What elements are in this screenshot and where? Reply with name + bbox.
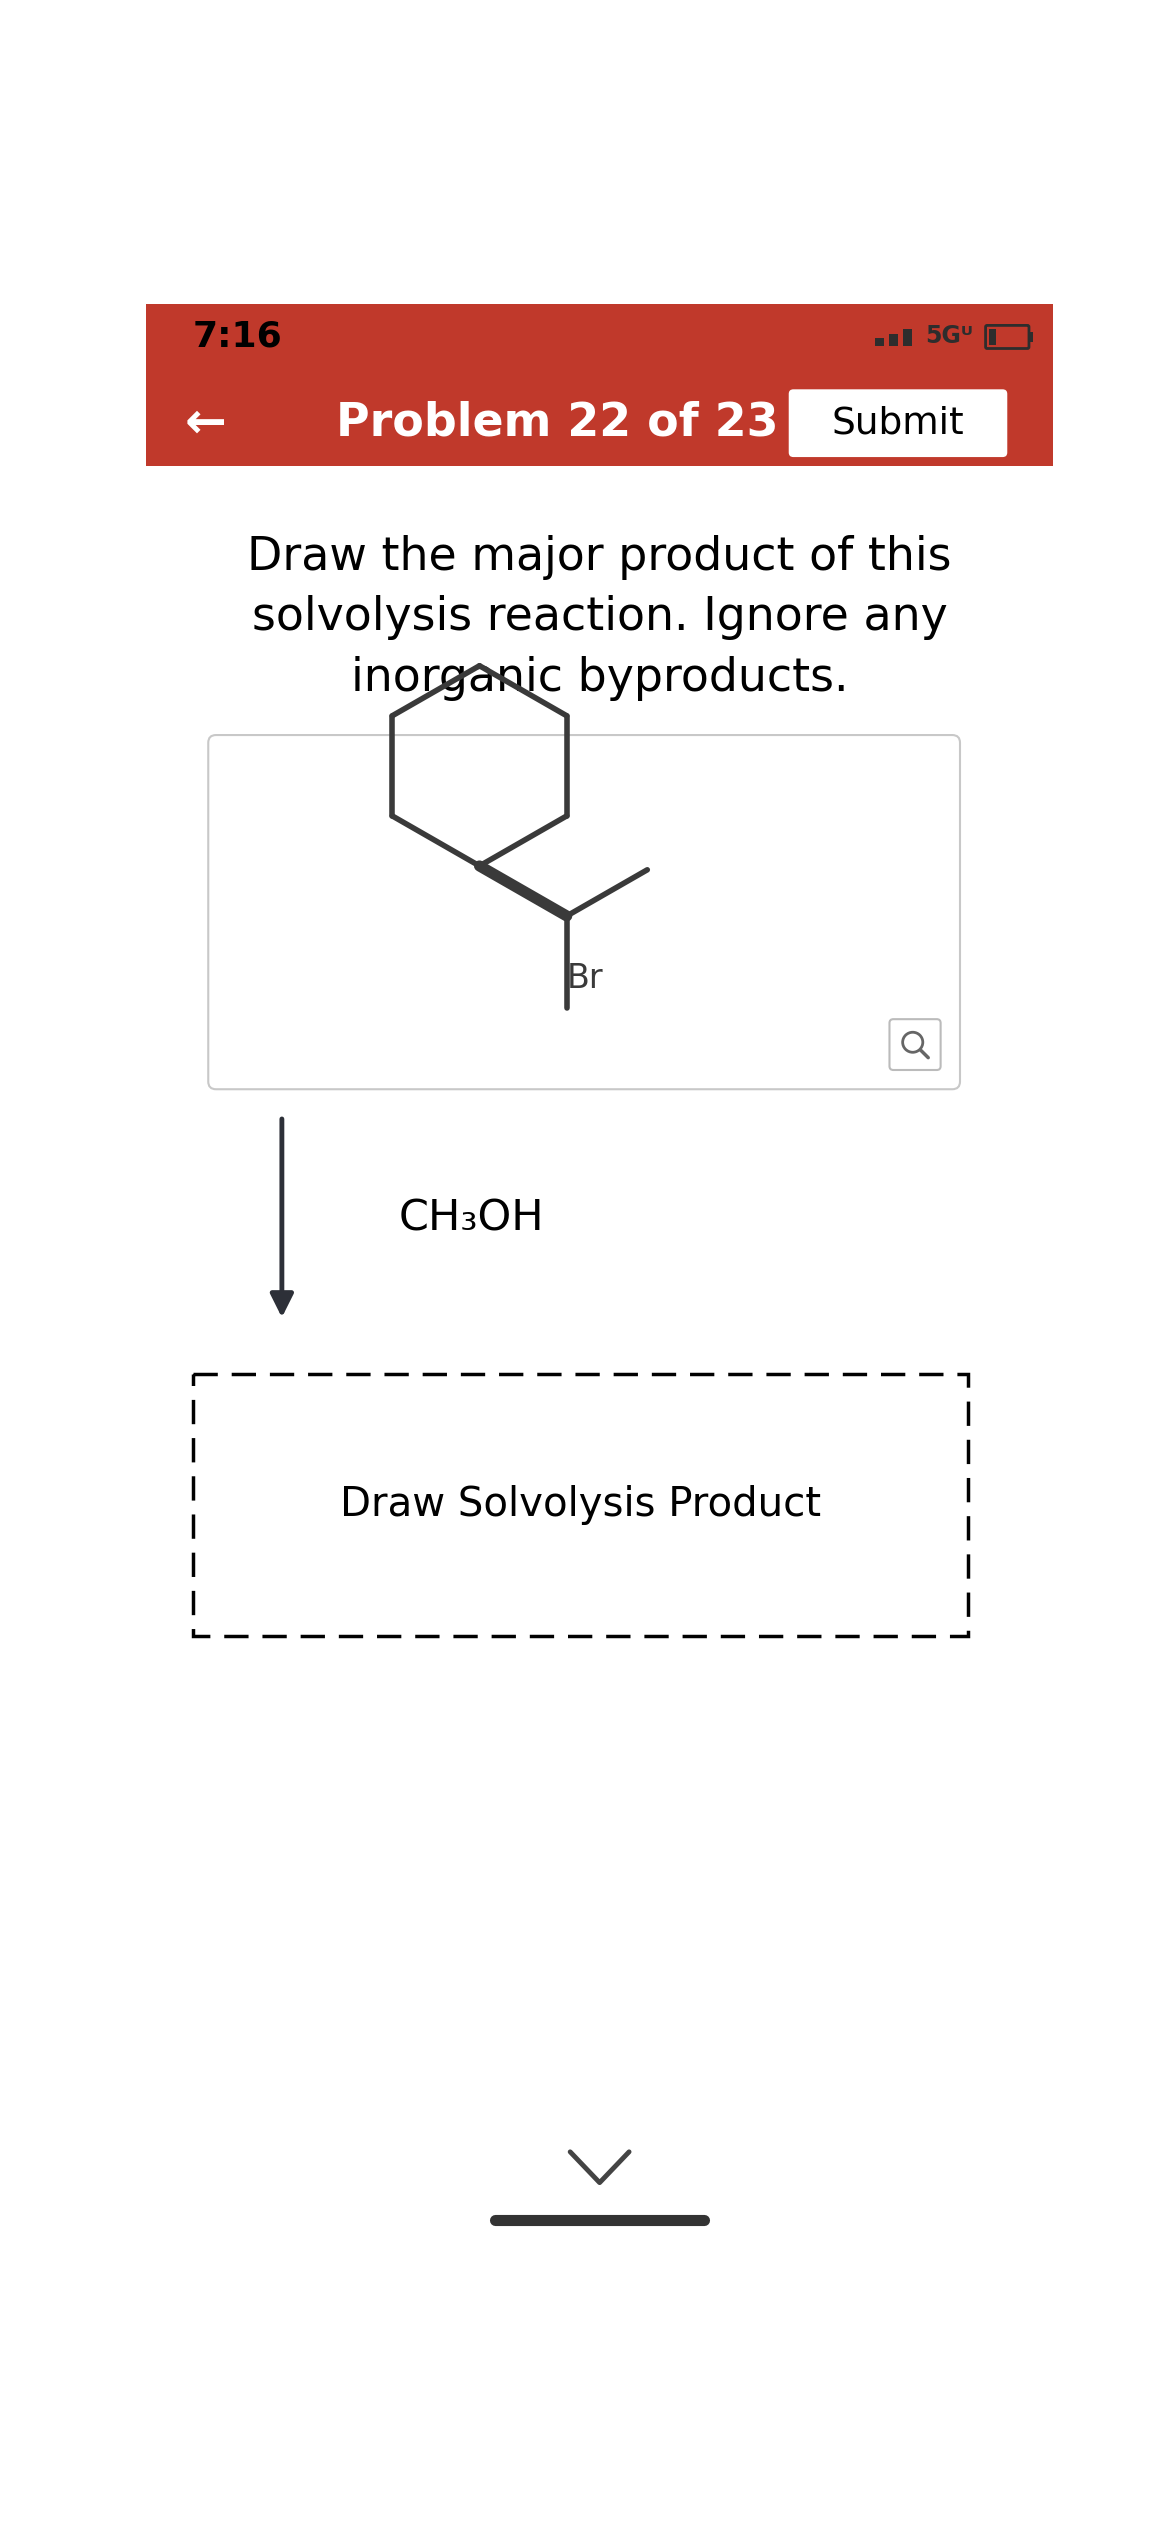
Bar	[146, 304, 1053, 466]
Text: Draw Solvolysis Product: Draw Solvolysis Product	[339, 1486, 821, 1524]
Text: CH₃OH: CH₃OH	[399, 1198, 544, 1238]
Text: Submit: Submit	[832, 405, 964, 441]
Text: solvolysis reaction. Ignore any: solvolysis reaction. Ignore any	[252, 595, 948, 641]
Text: ←: ←	[185, 400, 227, 448]
Bar	[193, 1375, 968, 1636]
Bar	[889, 334, 899, 347]
Text: 5Gᵁ: 5Gᵁ	[925, 324, 973, 349]
FancyBboxPatch shape	[208, 734, 961, 1089]
Bar	[902, 329, 911, 347]
Text: inorganic byproducts.: inorganic byproducts.	[351, 656, 848, 701]
Text: Br: Br	[566, 962, 604, 995]
Text: Draw the major product of this: Draw the major product of this	[247, 534, 952, 580]
FancyBboxPatch shape	[789, 390, 1007, 458]
Bar	[990, 329, 996, 344]
FancyBboxPatch shape	[889, 1020, 941, 1071]
Bar	[875, 339, 885, 347]
Text: Problem 22 of 23: Problem 22 of 23	[336, 400, 778, 446]
Bar	[1028, 332, 1033, 342]
Text: 7:16: 7:16	[193, 319, 282, 352]
